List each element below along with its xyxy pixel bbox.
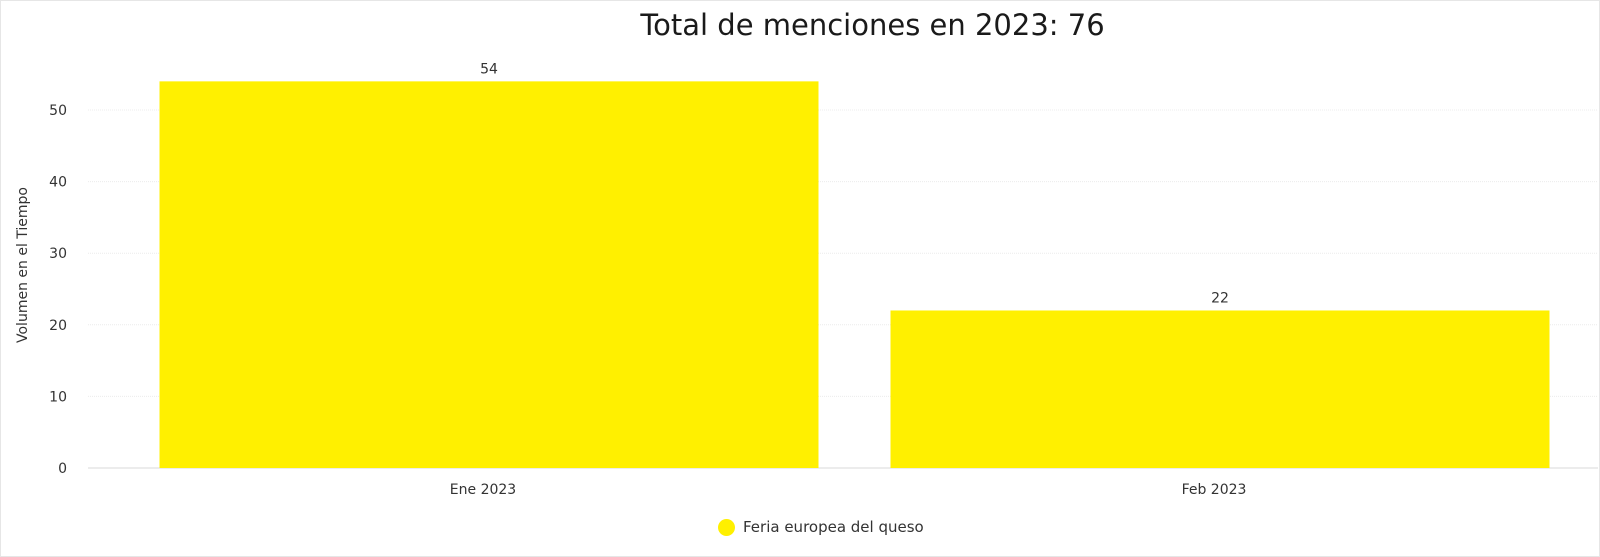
legend[interactable]: Feria europea del queso: [718, 518, 924, 536]
legend-swatch-icon: [718, 518, 735, 536]
y-tick-label: 0: [58, 461, 67, 477]
legend-label: Feria europea del queso: [743, 518, 924, 536]
data-label: 22: [1211, 290, 1229, 306]
x-tick-label: Ene 2023: [450, 482, 516, 498]
y-tick-label: 20: [49, 318, 67, 334]
y-tick-label: 50: [49, 103, 67, 119]
y-axis-ticks: 0 10 20 30 40 50: [49, 103, 67, 477]
data-labels: 54 22: [480, 61, 1229, 306]
y-axis-label: Volumen en el Tiempo: [15, 187, 31, 343]
x-axis-ticks: Ene 2023 Feb 2023: [450, 482, 1247, 498]
data-label: 54: [480, 61, 498, 77]
y-tick-label: 40: [49, 175, 67, 191]
bar: [890, 310, 1550, 468]
bar: [159, 81, 819, 469]
y-tick-label: 30: [49, 246, 67, 262]
y-tick-label: 10: [49, 389, 67, 405]
x-tick-label: Feb 2023: [1182, 482, 1247, 498]
chart-title: Total de menciones en 2023: 76: [640, 8, 1105, 42]
bars: [159, 81, 1550, 469]
